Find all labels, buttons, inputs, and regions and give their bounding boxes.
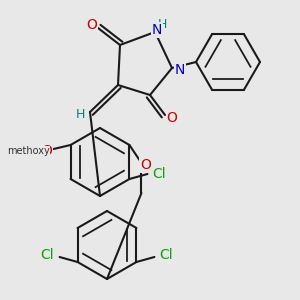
Text: Cl: Cl [41,248,54,262]
Text: Cl: Cl [160,248,173,262]
Text: O: O [41,144,52,158]
Text: H: H [75,107,85,121]
Text: Cl: Cl [153,167,166,181]
Text: methoxy: methoxy [7,146,50,156]
Text: N: N [175,63,185,77]
Text: O: O [140,158,151,172]
Text: O: O [87,18,98,32]
Text: H: H [157,17,167,31]
Text: N: N [152,23,162,37]
Text: O: O [167,111,177,125]
